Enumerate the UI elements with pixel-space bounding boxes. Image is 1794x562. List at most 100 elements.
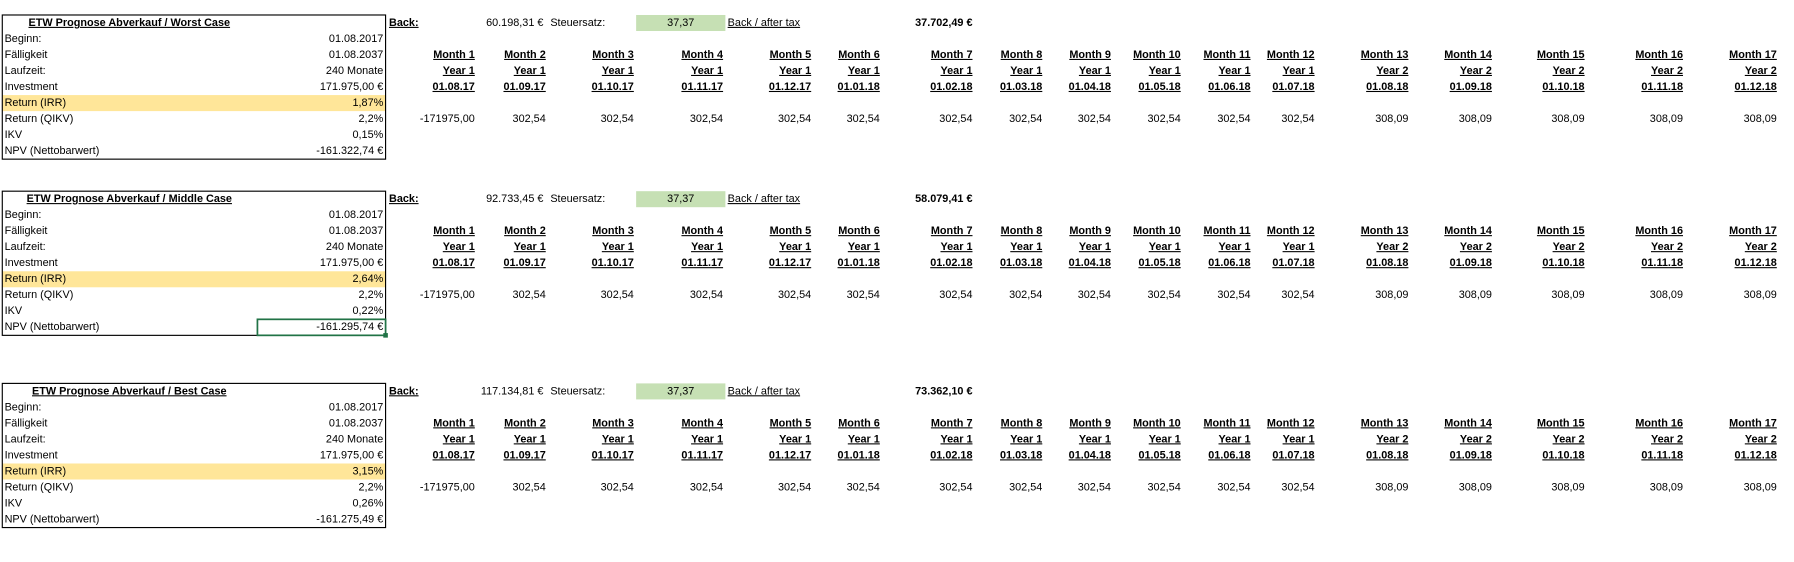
cashflow-value: 308,09 [1551, 113, 1584, 125]
date-header: 01.02.18 [930, 449, 972, 461]
row-value: 171.975,00 € [320, 449, 383, 461]
row-value: 2,64% [352, 273, 383, 285]
back-label: Back: [389, 17, 419, 29]
row-label: Beginn: [5, 209, 42, 221]
row-value: 0,26% [352, 497, 383, 509]
date-header: 01.05.18 [1138, 449, 1180, 461]
tax-value: 37,37 [667, 17, 694, 29]
year-header: Year 2 [1651, 433, 1683, 445]
row-value: -161.322,74 € [316, 145, 383, 157]
month-header: Month 1 [433, 225, 475, 237]
cashflow-value: 302,54 [1148, 289, 1181, 301]
row-label: Beginn: [5, 33, 42, 45]
year-header: Year 1 [443, 65, 475, 77]
year-header: Year 1 [1079, 241, 1111, 253]
month-header: Month 7 [931, 225, 973, 237]
date-header: 01.09.18 [1450, 257, 1492, 269]
row-value: 240 Monate [326, 433, 383, 445]
summary-box [1, 190, 387, 336]
row-label: Return (QIKV) [5, 113, 74, 125]
row-label: Return (QIKV) [5, 481, 74, 493]
year-header: Year 1 [1010, 65, 1042, 77]
cashflow-value: 302,54 [1281, 289, 1314, 301]
selection-handle [383, 333, 388, 338]
month-header: Month 13 [1361, 417, 1409, 429]
month-header: Month 9 [1069, 225, 1111, 237]
row-label: Return (IRR) [5, 273, 67, 285]
highlight-row [2, 463, 386, 480]
month-header: Month 5 [770, 225, 812, 237]
row-label: NPV (Nettobarwert) [5, 145, 100, 157]
date-header: 01.10.18 [1542, 449, 1584, 461]
date-header: 01.03.18 [1000, 449, 1042, 461]
date-header: 01.12.17 [769, 449, 811, 461]
year-header: Year 1 [602, 65, 634, 77]
month-header: Month 10 [1133, 49, 1181, 61]
tax-cell [636, 191, 726, 208]
year-header: Year 1 [514, 241, 546, 253]
row-label: Fälligkeit [5, 417, 48, 429]
cashflow-value: 302,54 [601, 289, 634, 301]
date-header: 01.02.18 [930, 257, 972, 269]
year-header: Year 1 [443, 433, 475, 445]
year-header: Year 1 [1010, 433, 1042, 445]
selected-cell [256, 318, 387, 337]
cashflow-value: 302,54 [1078, 289, 1111, 301]
date-header: 01.03.18 [1000, 257, 1042, 269]
cashflow-value: 308,09 [1375, 289, 1408, 301]
row-label: Return (QIKV) [5, 289, 74, 301]
back-value: 92.733,45 € [486, 193, 543, 205]
cashflow-value: 302,54 [1217, 113, 1250, 125]
month-header: Month 2 [504, 225, 546, 237]
row-value: 240 Monate [326, 65, 383, 77]
cashflow-value: 302,54 [601, 481, 634, 493]
date-header: 01.01.18 [838, 257, 880, 269]
date-header: 01.11.17 [681, 81, 723, 93]
year-header: Year 1 [602, 241, 634, 253]
month-header: Month 16 [1635, 417, 1683, 429]
year-header: Year 2 [1651, 65, 1683, 77]
year-header: Year 1 [940, 241, 972, 253]
row-label: Fälligkeit [5, 225, 48, 237]
month-header: Month 1 [433, 417, 475, 429]
date-header: 01.10.18 [1542, 257, 1584, 269]
date-header: 01.09.17 [503, 449, 545, 461]
row-label: IKV [5, 497, 23, 509]
year-header: Year 1 [1219, 241, 1251, 253]
cashflow-value: 308,09 [1459, 481, 1492, 493]
back-label: Back: [389, 193, 419, 205]
date-header: 01.12.17 [769, 81, 811, 93]
month-header: Month 2 [504, 49, 546, 61]
month-header: Month 17 [1729, 225, 1777, 237]
month-header: Month 14 [1444, 49, 1492, 61]
date-header: 01.08.17 [433, 449, 475, 461]
month-header: Month 13 [1361, 225, 1409, 237]
cashflow-value: 302,54 [778, 289, 811, 301]
row-label: Return (IRR) [5, 465, 67, 477]
month-header: Month 1 [433, 49, 475, 61]
cashflow-value: 302,54 [513, 289, 546, 301]
row-label: Return (IRR) [5, 97, 67, 109]
tax-value: 37,37 [667, 193, 694, 205]
date-header: 01.09.18 [1450, 81, 1492, 93]
month-header: Month 12 [1267, 225, 1315, 237]
month-header: Month 15 [1537, 49, 1585, 61]
row-value: 240 Monate [326, 241, 383, 253]
date-header: 01.09.17 [503, 81, 545, 93]
year-header: Year 1 [940, 65, 972, 77]
row-label: IKV [5, 129, 23, 141]
year-header: Year 2 [1553, 241, 1585, 253]
date-header: 01.09.17 [503, 257, 545, 269]
date-header: 01.04.18 [1069, 449, 1111, 461]
month-header: Month 4 [681, 225, 723, 237]
row-value: 01.08.2037 [329, 417, 383, 429]
date-header: 01.11.17 [681, 449, 723, 461]
date-header: 01.01.18 [838, 449, 880, 461]
cashflow-value: 302,54 [601, 113, 634, 125]
cashflow-value: 302,54 [1217, 481, 1250, 493]
month-header: Month 6 [838, 225, 880, 237]
cashflow-value: 308,09 [1650, 481, 1683, 493]
month-header: Month 11 [1203, 49, 1250, 61]
cashflow-value: 302,54 [1148, 113, 1181, 125]
back-value: 117.134,81 € [481, 385, 544, 397]
